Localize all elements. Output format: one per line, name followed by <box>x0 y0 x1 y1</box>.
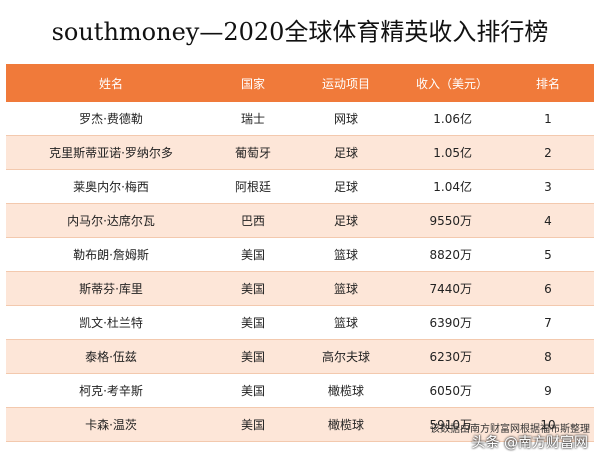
table-cell: 6390万 <box>402 305 502 340</box>
table-cell: 篮球 <box>290 271 402 306</box>
table-cell: 10 <box>502 407 594 442</box>
table-cell: 美国 <box>216 271 290 306</box>
table-body: 罗杰·费德勒 瑞士 网球 1.06亿 1 克里斯蒂亚诺·罗纳尔多 葡萄牙 足球 1.05亿 2 莱奥… <box>6 102 594 442</box>
table-row: 柯克·考辛斯 美国 橄榄球 6050万 9 <box>6 373 594 408</box>
table-row: 凯文·杜兰特 美国 篮球 6390万 7 <box>6 305 594 340</box>
table-cell: 1.04亿 <box>402 169 502 204</box>
table-cell: 5910万 <box>402 407 502 442</box>
table-row: 罗杰·费德勒 瑞士 网球 1.06亿 1 <box>6 102 594 136</box>
table-cell: 3 <box>502 169 594 204</box>
table-cell: 7 <box>502 305 594 340</box>
table-cell: 柯克·考辛斯 <box>6 373 216 408</box>
table-cell: 1.06亿 <box>402 102 502 136</box>
table-cell: 足球 <box>290 203 402 238</box>
table-cell: 4 <box>502 203 594 238</box>
table-row: 克里斯蒂亚诺·罗纳尔多 葡萄牙 足球 1.05亿 2 <box>6 135 594 170</box>
column-header: 国家 <box>216 64 290 102</box>
table-cell: 卡森·温茨 <box>6 407 216 442</box>
table-row: 内马尔·达席尔瓦 巴西 足球 9550万 4 <box>6 203 594 238</box>
table-cell: 美国 <box>216 305 290 340</box>
table-cell: 葡萄牙 <box>216 135 290 170</box>
table-cell: 9 <box>502 373 594 408</box>
table-cell: 美国 <box>216 373 290 408</box>
title: southmoney—2020全球体育精英收入排行榜 <box>51 18 549 46</box>
table-cell: 6230万 <box>402 339 502 374</box>
table-row: 泰格·伍兹 美国 高尔夫球 6230万 8 <box>6 339 594 374</box>
table-cell: 斯蒂芬·库里 <box>6 271 216 306</box>
table-cell: 7440万 <box>402 271 502 306</box>
table-cell: 篮球 <box>290 237 402 272</box>
table-cell: 克里斯蒂亚诺·罗纳尔多 <box>6 135 216 170</box>
column-header: 运动项目 <box>290 64 402 102</box>
header-row: 姓名 国家 运动项目 收入（美元） 排名 <box>6 64 594 102</box>
watermark: 头条 @南方财富网 <box>471 435 588 451</box>
table-cell: 9550万 <box>402 203 502 238</box>
table-cell: 1 <box>502 102 594 136</box>
table-cell: 网球 <box>290 102 402 136</box>
ranking-table: 姓名 国家 运动项目 收入（美元） 排名 罗杰·费德勒 瑞士 网球 1.06亿 1 克里斯蒂亚诺·… <box>6 64 594 442</box>
table-cell: 莱奥内尔·梅西 <box>6 169 216 204</box>
table-cell: 橄榄球 <box>290 373 402 408</box>
table-cell: 阿根廷 <box>216 169 290 204</box>
table-row: 卡森·温茨 美国 橄榄球 5910万 10 <box>6 407 594 442</box>
table-row: 勒布朗·詹姆斯 美国 篮球 8820万 5 <box>6 237 594 272</box>
table-cell: 巴西 <box>216 203 290 238</box>
column-header: 姓名 <box>6 64 216 102</box>
table-cell: 2 <box>502 135 594 170</box>
table-cell: 美国 <box>216 339 290 374</box>
column-header: 排名 <box>502 64 594 102</box>
table-row: 莱奥内尔·梅西 阿根廷 足球 1.04亿 3 <box>6 169 594 204</box>
table-cell: 美国 <box>216 407 290 442</box>
table-cell: 8820万 <box>402 237 502 272</box>
table-cell: 高尔夫球 <box>290 339 402 374</box>
table-cell: 美国 <box>216 237 290 272</box>
footer-note: 该数据由南方财富网根据福布斯整理 <box>430 424 590 435</box>
table-cell: 橄榄球 <box>290 407 402 442</box>
table-cell: 泰格·伍兹 <box>6 339 216 374</box>
table-cell: 内马尔·达席尔瓦 <box>6 203 216 238</box>
table-cell: 瑞士 <box>216 102 290 136</box>
table-cell: 足球 <box>290 169 402 204</box>
table-cell: 罗杰·费德勒 <box>6 102 216 136</box>
table-cell: 5 <box>502 237 594 272</box>
table-row: 斯蒂芬·库里 美国 篮球 7440万 6 <box>6 271 594 306</box>
table-cell: 8 <box>502 339 594 374</box>
table-cell: 勒布朗·詹姆斯 <box>6 237 216 272</box>
table-cell: 足球 <box>290 135 402 170</box>
column-header: 收入（美元） <box>402 64 502 102</box>
table-cell: 6 <box>502 271 594 306</box>
table-cell: 凯文·杜兰特 <box>6 305 216 340</box>
table-cell: 1.05亿 <box>402 135 502 170</box>
table-cell: 6050万 <box>402 373 502 408</box>
table-cell: 篮球 <box>290 305 402 340</box>
